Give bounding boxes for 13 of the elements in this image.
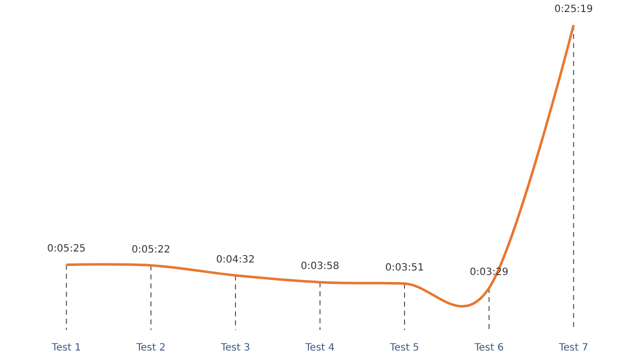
data-label: 0:05:25 [47, 244, 86, 255]
x-tick-label: Test 2 [135, 342, 166, 354]
data-label: 0:03:51 [385, 262, 424, 274]
x-tick-label: Test 3 [220, 342, 250, 354]
data-label: 0:03:58 [300, 261, 340, 272]
data-label: 0:05:22 [132, 244, 170, 256]
x-tick-label: Test 7 [558, 342, 588, 354]
x-tick-label: Test 5 [388, 342, 420, 354]
data-label: 0:04:32 [216, 254, 255, 266]
x-tick-label: Test 4 [304, 342, 335, 354]
data-label: 0:25:19 [554, 4, 593, 15]
x-tick-label: Test 1 [50, 342, 82, 354]
x-tick-label: Test 6 [473, 342, 504, 354]
